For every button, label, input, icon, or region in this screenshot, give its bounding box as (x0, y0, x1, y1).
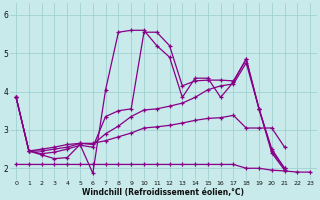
X-axis label: Windchill (Refroidissement éolien,°C): Windchill (Refroidissement éolien,°C) (82, 188, 244, 197)
